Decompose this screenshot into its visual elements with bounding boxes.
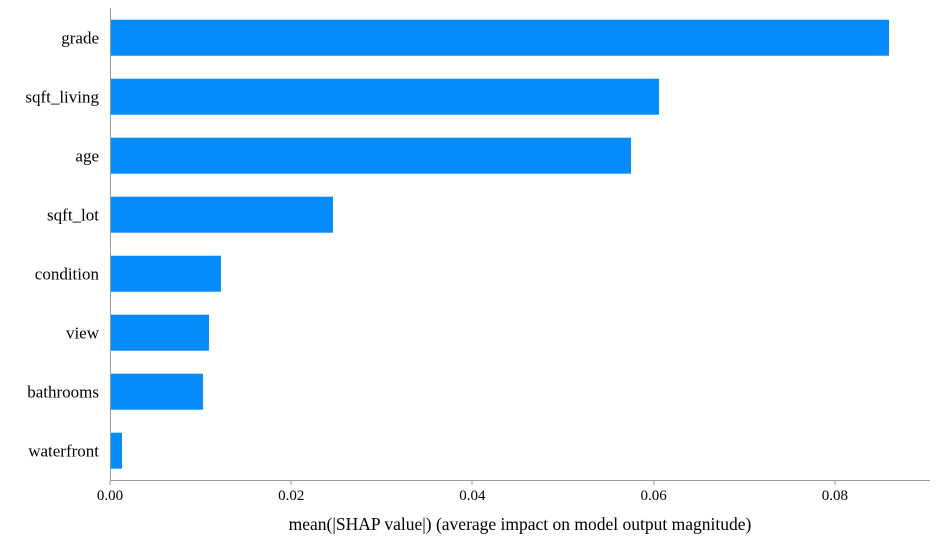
x-tick-label: 0.02 <box>278 488 305 504</box>
y-tick-label: sqft_living <box>25 87 99 106</box>
x-tick-mark <box>290 481 292 485</box>
y-tick-label: view <box>65 323 99 342</box>
bar-row: grade <box>61 8 930 67</box>
y-tick-label: condition <box>34 264 99 283</box>
y-tick-label: grade <box>61 28 99 47</box>
bar <box>111 137 632 174</box>
x-tick-label: 0.00 <box>96 488 124 504</box>
bar-row: view <box>66 303 930 362</box>
bar-row: waterfront <box>28 421 930 480</box>
bar-row: age <box>75 126 930 185</box>
bar <box>111 19 890 56</box>
y-tick-label: sqft_lot <box>47 205 99 224</box>
x-tick-label: 0.06 <box>640 488 667 504</box>
x-tick-mark <box>653 481 655 485</box>
bar <box>111 196 333 233</box>
x-tick-label: 0.08 <box>821 488 848 504</box>
y-tick-label: age <box>75 146 99 165</box>
y-tick-label: waterfront <box>28 441 99 460</box>
bar-row: condition <box>35 244 930 303</box>
x-axis: 0.00 0.02 0.04 0.06 0.08 <box>97 481 930 511</box>
x-axis-label: mean(|SHAP value|) (average impact on mo… <box>288 514 752 534</box>
x-tick-label: 0.04 <box>459 488 486 504</box>
bar-row: bathrooms <box>27 362 930 421</box>
x-tick-mark <box>471 481 473 485</box>
y-tick-label: bathrooms <box>27 382 99 401</box>
bar-row: sqft_living <box>25 67 930 126</box>
x-tick-mark <box>109 481 111 485</box>
x-tick-mark <box>834 481 836 485</box>
bar <box>111 255 222 292</box>
bar <box>111 373 204 410</box>
bar <box>111 78 659 115</box>
bar <box>111 432 122 469</box>
bar <box>111 314 209 351</box>
bar-row: sqft_lot <box>47 185 930 244</box>
